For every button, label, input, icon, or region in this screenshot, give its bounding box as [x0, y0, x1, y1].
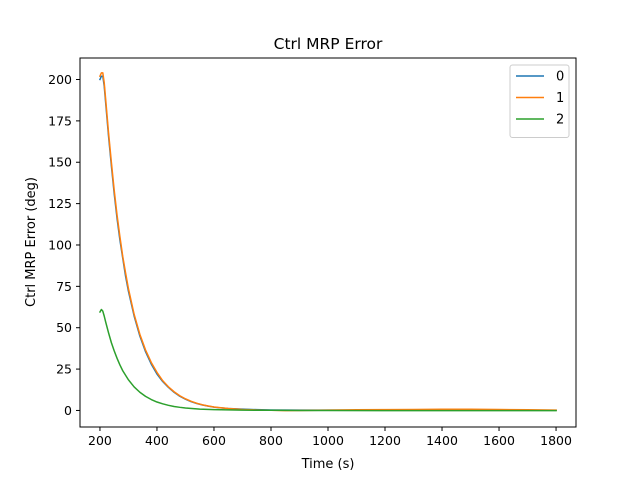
- x-tick-label: 1600: [483, 433, 515, 448]
- x-tick-label: 400: [145, 433, 169, 448]
- x-tick-label: 600: [202, 433, 226, 448]
- y-tick-label: 150: [48, 155, 72, 170]
- x-tick-label: 1000: [312, 433, 344, 448]
- legend-label-0: 0: [556, 70, 564, 85]
- y-tick-label: 0: [64, 403, 72, 418]
- y-tick-label: 75: [56, 279, 72, 294]
- series-line-1: [98, 72, 557, 412]
- legend-label-2: 2: [556, 113, 564, 128]
- series-line-2: [98, 308, 557, 412]
- x-tick-label: 1400: [426, 433, 458, 448]
- y-tick-label: 200: [48, 72, 72, 87]
- y-axis-label: Ctrl MRP Error (deg): [24, 177, 39, 307]
- plot-frame: [79, 57, 577, 428]
- x-ticks: 200 400 600 800 1000 1200 1400 1600 1800: [88, 427, 572, 448]
- plot-lines: [98, 72, 557, 412]
- x-tick-label: 200: [88, 433, 112, 448]
- series-line-0: [98, 75, 557, 412]
- y-tick-label: 175: [48, 113, 72, 128]
- y-tick-label: 100: [48, 237, 72, 252]
- chart-title: Ctrl MRP Error: [274, 35, 383, 53]
- y-tick-label: 25: [56, 362, 72, 377]
- x-tick-label: 1800: [540, 433, 572, 448]
- x-tick-label: 1200: [369, 433, 401, 448]
- x-axis-label: Time (s): [301, 457, 355, 472]
- legend: 0 1 2: [509, 64, 570, 138]
- y-tick-label: 50: [56, 320, 72, 335]
- y-tick-label: 125: [48, 196, 72, 211]
- legend-label-1: 1: [556, 91, 564, 106]
- y-ticks: 0 25 50 75 100 125 150 175 200: [48, 72, 80, 418]
- x-tick-label: 800: [259, 433, 283, 448]
